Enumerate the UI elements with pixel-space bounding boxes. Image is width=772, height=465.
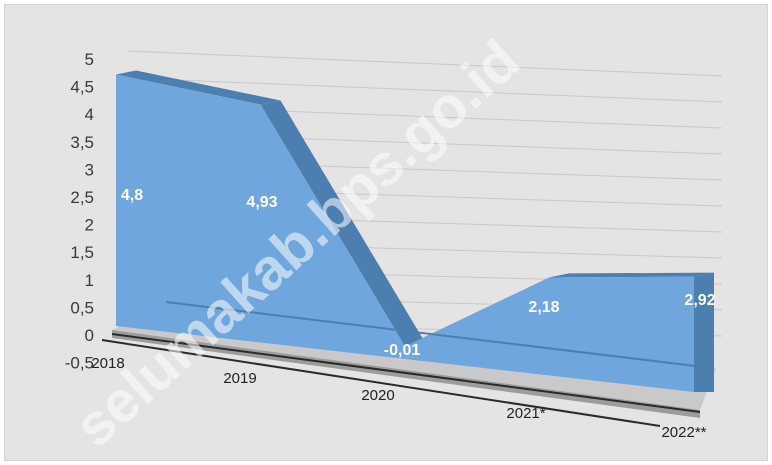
x-axis-line (111, 333, 701, 413)
x-tick-label: 2022** (661, 424, 706, 441)
area-top-face (260, 100, 425, 347)
y-axis: -0,5 0 0,5 1 1,5 2 2,5 3 3,5 4 4,5 5 (65, 50, 94, 373)
y-tick-label: 1,5 (70, 243, 94, 262)
y-tick-label: -0,5 (65, 354, 94, 373)
y-tick-label: 1 (85, 271, 94, 290)
gridline (127, 77, 723, 103)
data-label: 4,93 (246, 194, 277, 211)
y-tick-label: 3,5 (70, 133, 94, 152)
x-tick-label: 2021* (506, 405, 545, 422)
x-tick-label: 2018 (91, 355, 124, 372)
area-series (116, 70, 714, 392)
area-top-face (549, 272, 714, 278)
x-axis: 2018 2019 2020 2021* 2022** (91, 355, 706, 441)
chart-floor (101, 322, 716, 427)
data-label: 4,8 (121, 187, 143, 204)
data-label: 2,18 (528, 299, 559, 316)
x-axis-base-line (101, 339, 661, 427)
area-right-face (694, 272, 714, 392)
y-tick-label: 4,5 (70, 78, 94, 97)
data-label: -0,01 (384, 342, 421, 359)
y-tick-label: 4 (85, 105, 94, 124)
area-top-face (116, 70, 281, 105)
zero-line (165, 301, 713, 369)
x-tick-label: 2020 (361, 387, 394, 404)
y-tick-label: 3 (85, 160, 94, 179)
y-tick-label: 0,5 (70, 298, 94, 317)
floor-plane (112, 322, 716, 410)
data-label: 2,92 (684, 292, 715, 309)
y-tick-label: 0 (85, 326, 94, 345)
y-tick-label: 2,5 (70, 188, 94, 207)
data-labels: 4,8 4,93 -0,01 2,18 2,92 (121, 187, 716, 359)
gridline (127, 50, 723, 77)
x-tick-label: 2019 (223, 370, 256, 387)
y-tick-label: 2 (85, 216, 94, 235)
y-tick-label: 5 (85, 50, 94, 69)
